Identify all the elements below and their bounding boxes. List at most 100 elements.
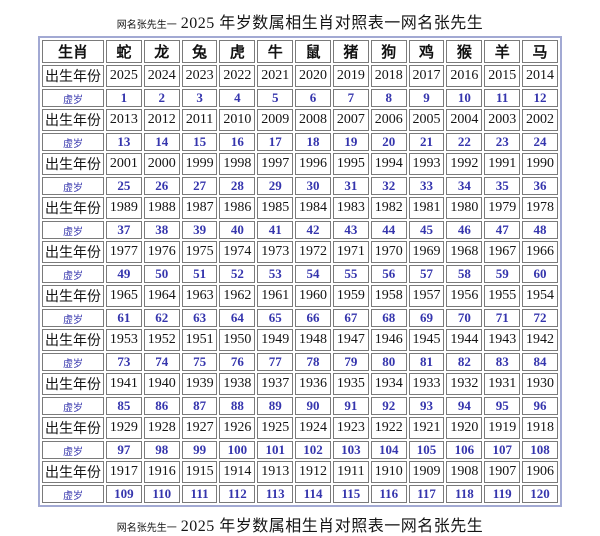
nominal-age-cell: 48	[522, 221, 558, 239]
birth-year-cell: 2014	[522, 65, 558, 87]
birth-year-cell: 2015	[484, 65, 521, 87]
birth-year-cell: 1940	[143, 373, 180, 395]
zodiac-header-cell: 羊	[484, 40, 521, 63]
birth-year-cell: 1912	[295, 461, 331, 483]
birth-year-cell: 1997	[257, 153, 294, 175]
birth-year-cell: 1944	[446, 329, 483, 351]
birth-year-cell: 1965	[106, 285, 142, 307]
nominal-age-cell: 29	[257, 177, 294, 195]
nominal-age-cell: 21	[408, 133, 445, 151]
birth-year-cell: 1924	[295, 417, 331, 439]
birth-year-cell: 1917	[106, 461, 142, 483]
birth-year-cell: 1919	[484, 417, 521, 439]
birth-year-cell: 1950	[219, 329, 256, 351]
nominal-age-cell: 64	[219, 309, 256, 327]
nominal-age-row-label: 虚岁	[42, 441, 104, 459]
birth-year-cell: 1996	[295, 153, 331, 175]
nominal-age-cell: 105	[408, 441, 445, 459]
birth-year-cell: 1955	[484, 285, 521, 307]
nominal-age-cell: 36	[522, 177, 558, 195]
nominal-age-cell: 119	[484, 485, 521, 503]
zodiac-header-cell: 蛇	[106, 40, 142, 63]
nominal-age-row: 虚岁 49 50 51 52 53 54 55 56 57 58 59 60	[42, 265, 558, 283]
birth-year-row-label: 出生年份	[42, 153, 104, 175]
nominal-age-cell: 109	[106, 485, 142, 503]
nominal-age-cell: 85	[106, 397, 142, 415]
page-footer-main: 2025 年岁数属相生肖对照表一网名张先生	[180, 518, 484, 535]
nominal-age-cell: 6	[295, 89, 331, 107]
nominal-age-cell: 96	[522, 397, 558, 415]
nominal-age-cell: 84	[522, 353, 558, 371]
birth-year-cell: 2011	[181, 109, 218, 131]
nominal-age-cell: 41	[257, 221, 294, 239]
birth-year-row: 出生年份 1965 1964 1963 1962 1961 1960 1959 1958 1957…	[42, 285, 558, 307]
nominal-age-cell: 42	[295, 221, 331, 239]
birth-year-cell: 2000	[143, 153, 180, 175]
nominal-age-row: 虚岁 61 62 63 64 65 66 67 68 69 70 71 72	[42, 309, 558, 327]
birth-year-cell: 1948	[295, 329, 331, 351]
nominal-age-cell: 93	[408, 397, 445, 415]
nominal-age-cell: 57	[408, 265, 445, 283]
nominal-age-row-label: 虚岁	[42, 265, 104, 283]
birth-year-cell: 1926	[219, 417, 256, 439]
nominal-age-cell: 99	[181, 441, 218, 459]
nominal-age-cell: 79	[332, 353, 369, 371]
nominal-age-cell: 32	[370, 177, 407, 195]
nominal-age-cell: 108	[522, 441, 558, 459]
birth-year-cell: 1969	[408, 241, 445, 263]
nominal-age-cell: 4	[219, 89, 256, 107]
birth-year-cell: 1927	[181, 417, 218, 439]
birth-year-cell: 2008	[295, 109, 331, 131]
nominal-age-cell: 100	[219, 441, 256, 459]
birth-year-row: 出生年份 1953 1952 1951 1950 1949 1948 1947 1946 1945…	[42, 329, 558, 351]
birth-year-cell: 1908	[446, 461, 483, 483]
birth-year-cell: 1971	[332, 241, 369, 263]
birth-year-cell: 1934	[370, 373, 407, 395]
birth-year-row-label: 出生年份	[42, 329, 104, 351]
birth-year-cell: 1958	[370, 285, 407, 307]
birth-year-cell: 1966	[522, 241, 558, 263]
nominal-age-cell: 31	[332, 177, 369, 195]
nominal-age-cell: 88	[219, 397, 256, 415]
birth-year-cell: 1906	[522, 461, 558, 483]
birth-year-cell: 1977	[106, 241, 142, 263]
nominal-age-cell: 35	[484, 177, 521, 195]
nominal-age-cell: 15	[181, 133, 218, 151]
page-footer: 网名张先生一 2025 年岁数属相生肖对照表一网名张先生	[0, 507, 600, 536]
nominal-age-cell: 72	[522, 309, 558, 327]
birth-year-cell: 2004	[446, 109, 483, 131]
table-body: 出生年份 2025 2024 2023 2022 2021 2020 2019 2018 2017…	[42, 65, 558, 503]
nominal-age-row-label: 虚岁	[42, 485, 104, 503]
nominal-age-cell: 103	[332, 441, 369, 459]
birth-year-cell: 1913	[257, 461, 294, 483]
nominal-age-cell: 83	[484, 353, 521, 371]
nominal-age-cell: 67	[332, 309, 369, 327]
nominal-age-cell: 95	[484, 397, 521, 415]
nominal-age-cell: 81	[408, 353, 445, 371]
nominal-age-cell: 18	[295, 133, 331, 151]
nominal-age-cell: 66	[295, 309, 331, 327]
nominal-age-cell: 112	[219, 485, 256, 503]
nominal-age-cell: 118	[446, 485, 483, 503]
birth-year-cell: 1920	[446, 417, 483, 439]
nominal-age-cell: 115	[332, 485, 369, 503]
nominal-age-row: 虚岁 1 2 3 4 5 6 7 8 9 10 11 12	[42, 89, 558, 107]
birth-year-cell: 1994	[370, 153, 407, 175]
birth-year-row: 出生年份 1989 1988 1987 1986 1985 1984 1983 1982 1981…	[42, 197, 558, 219]
birth-year-cell: 1910	[370, 461, 407, 483]
nominal-age-cell: 44	[370, 221, 407, 239]
birth-year-cell: 1976	[143, 241, 180, 263]
corner-cell: 生肖	[42, 40, 104, 63]
nominal-age-cell: 65	[257, 309, 294, 327]
birth-year-cell: 1942	[522, 329, 558, 351]
nominal-age-cell: 90	[295, 397, 331, 415]
birth-year-cell: 2013	[106, 109, 142, 131]
nominal-age-cell: 89	[257, 397, 294, 415]
birth-year-cell: 1943	[484, 329, 521, 351]
birth-year-cell: 1909	[408, 461, 445, 483]
nominal-age-cell: 17	[257, 133, 294, 151]
birth-year-cell: 1972	[295, 241, 331, 263]
nominal-age-cell: 23	[484, 133, 521, 151]
birth-year-cell: 2017	[408, 65, 445, 87]
birth-year-cell: 1999	[181, 153, 218, 175]
